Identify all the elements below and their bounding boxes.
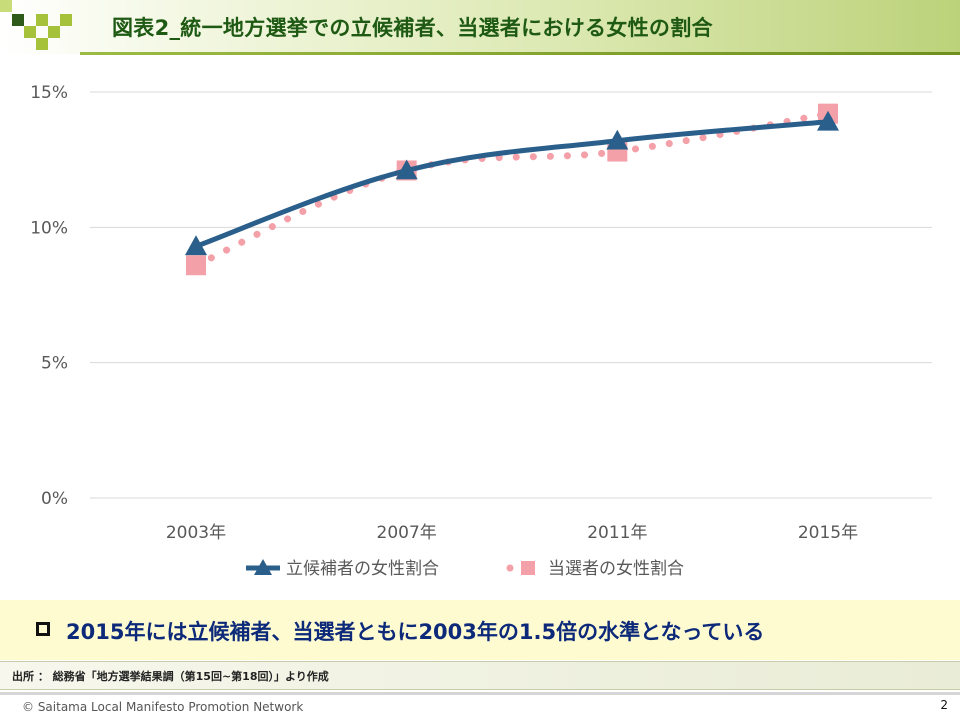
y-tick-label: 10%	[30, 218, 68, 238]
y-tick-label: 5%	[41, 354, 68, 374]
x-tick-label: 2015年	[798, 523, 858, 543]
series-lines	[185, 103, 839, 276]
data-point	[606, 129, 629, 150]
title-underline	[80, 52, 960, 55]
legend-label: 当選者の女性割合	[548, 559, 684, 579]
footer-copyright: © Saitama Local Manifesto Promotion Netw…	[22, 700, 304, 714]
y-axis-ticks: 0% 5% 10% 15%	[30, 83, 68, 509]
legend-item-candidates: 立候補者の女性割合	[246, 559, 439, 579]
x-tick-label: 2003年	[166, 523, 226, 543]
y-tick-label: 15%	[30, 83, 68, 103]
series-candidates	[185, 110, 839, 256]
x-tick-label: 2007年	[377, 523, 437, 543]
triangle-marker-icon	[254, 559, 272, 575]
data-point	[186, 255, 206, 276]
data-point	[395, 159, 418, 180]
title-bar: 図表2_統一地方選挙での立候補者、当選者における女性の割合	[0, 0, 960, 55]
source-text: 出所 ： 総務省「地方選挙結果調（第15回~第18回）」より作成	[12, 670, 329, 683]
legend-item-winners: 当選者の女性割合	[506, 559, 684, 579]
checkbox-square-icon	[36, 622, 50, 636]
series-line	[192, 110, 832, 269]
square-marker-icon	[521, 561, 535, 575]
data-point	[185, 235, 207, 256]
grid-lines	[90, 91, 932, 499]
legend-dot	[506, 564, 514, 572]
x-axis-ticks: 2003年 2007年 2011年 2015年	[166, 523, 858, 543]
series-line	[195, 119, 829, 249]
legend-label: 立候補者の女性割合	[286, 559, 439, 579]
x-tick-label: 2011年	[587, 523, 647, 543]
line-chart: 0% 5% 10% 15% 2003年 2007年 2011年 2015年 立候補者の女性割…	[30, 83, 932, 579]
note-text: 2015年には立候補者、当選者ともに2003年の1.5倍の水準となっている	[66, 620, 765, 644]
page-title: 図表2_統一地方選挙での立候補者、当選者における女性の割合	[112, 16, 713, 40]
source-bar: 出所 ： 総務省「地方選挙結果調（第15回~第18回）」より作成	[0, 661, 960, 690]
logo-mosaic-icon	[0, 0, 72, 50]
y-tick-label: 0%	[41, 489, 68, 509]
note-bar: 2015年には立候補者、当選者ともに2003年の1.5倍の水準となっている	[0, 600, 960, 660]
data-point	[817, 110, 839, 131]
legend: 立候補者の女性割合 当選者の女性割合	[246, 559, 684, 579]
footer-rule	[0, 692, 960, 695]
page-number: 2	[940, 698, 948, 712]
